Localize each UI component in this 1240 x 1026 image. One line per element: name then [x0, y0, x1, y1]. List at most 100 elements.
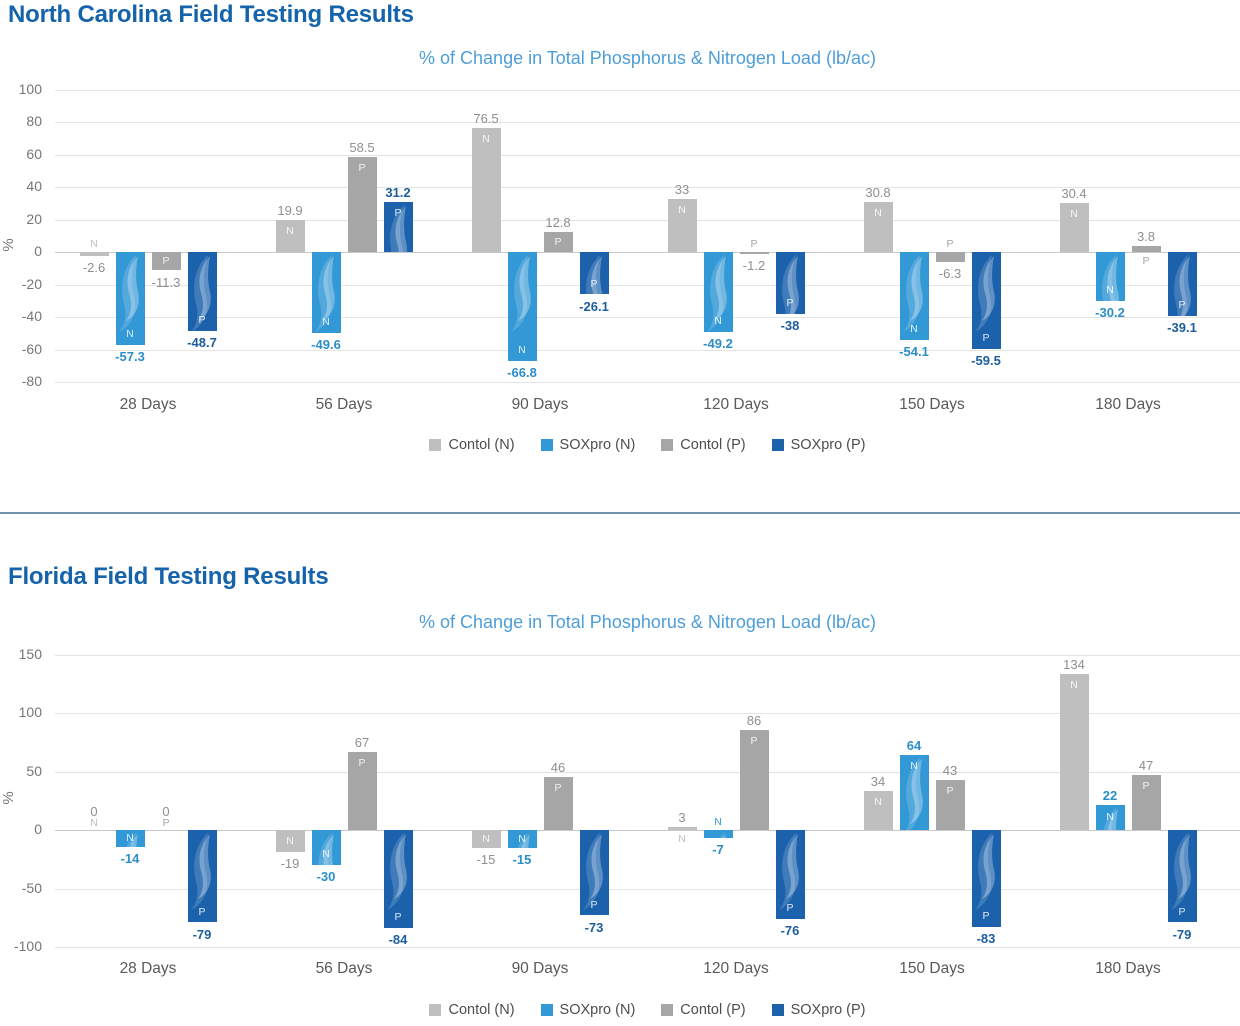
legend-label: SOXpro (P)	[790, 437, 866, 453]
soxpro-wave-icon	[718, 832, 726, 839]
bar-value-label: -30	[316, 869, 336, 885]
bar-value-label: 67	[354, 734, 370, 750]
y-tick-label: 0	[34, 821, 42, 838]
bar-letter-label: P	[1142, 255, 1150, 268]
bar	[703, 252, 733, 332]
category-label: 180 Days	[1095, 960, 1161, 977]
bar	[347, 157, 377, 253]
legend-swatch	[429, 1004, 442, 1016]
soxpro-wave-icon	[582, 832, 603, 911]
legend-label: Contol (N)	[448, 1002, 515, 1018]
bar	[311, 252, 341, 333]
category-label: 28 Days	[119, 396, 177, 413]
soxpro-wave-icon	[118, 254, 139, 333]
bar-letter-label: P	[750, 238, 758, 251]
bar	[1059, 673, 1089, 831]
y-tick-label: 40	[26, 178, 42, 195]
bar-value-label: -30.2	[1095, 305, 1125, 321]
soxpro-wave-icon	[974, 254, 995, 333]
bar-letter-label: N	[678, 203, 686, 216]
bar-value-label: 3	[678, 809, 686, 825]
bar	[703, 830, 733, 839]
legend-label: Contol (N)	[448, 437, 515, 453]
gridline	[55, 122, 1240, 124]
bar-value-label: -11.3	[151, 274, 181, 290]
bar-letter-label: P	[1142, 780, 1150, 793]
category-label: 180 Days	[1095, 396, 1161, 413]
bar-letter-label: P	[590, 277, 598, 290]
gridline	[55, 90, 1240, 91]
bar-value-label: -73	[584, 919, 604, 935]
bar-letter-label: P	[554, 781, 562, 794]
gridline	[55, 284, 1240, 286]
bar	[863, 202, 893, 253]
bar-value-label: 58.5	[349, 140, 375, 156]
y-tick-label: 0	[34, 243, 42, 260]
soxpro-wave-icon	[317, 832, 334, 866]
gridline	[55, 655, 1240, 656]
bar-value-label: -15	[512, 851, 532, 867]
chart-subtitle: % of Change in Total Phosphorus & Nitrog…	[419, 612, 876, 632]
bar	[187, 252, 217, 332]
y-axis-label: %	[0, 791, 17, 805]
soxpro-wave-icon	[314, 254, 335, 333]
legend-label: Contol (P)	[680, 1002, 746, 1018]
bar-value-label: 64	[906, 738, 922, 754]
bar-letter-label: P	[786, 296, 794, 309]
bar-value-label: 134	[1063, 656, 1085, 672]
bar-value-label: -83	[976, 931, 996, 947]
bar	[1095, 804, 1125, 831]
bar-letter-label: P	[162, 255, 170, 268]
gridline	[55, 888, 1240, 890]
soxpro-wave-icon	[191, 254, 211, 332]
bar-letter-label: P	[554, 235, 562, 248]
bar-letter-label: N	[482, 133, 490, 146]
bar	[187, 830, 217, 923]
bar-value-label: -79	[192, 926, 212, 942]
bar	[115, 252, 145, 346]
bar-letter-label: P	[750, 734, 758, 747]
y-tick-label: -50	[21, 879, 42, 896]
soxpro-wave-icon	[190, 832, 211, 911]
bar	[971, 830, 1001, 928]
soxpro-wave-icon	[781, 254, 799, 314]
legend-swatch	[771, 439, 784, 451]
bar	[1059, 202, 1089, 253]
bar-letter-label: N	[910, 760, 918, 773]
category-label: 120 Days	[703, 396, 769, 413]
gridline	[55, 830, 1240, 832]
y-tick-label: -20	[21, 275, 42, 292]
bar	[79, 252, 109, 257]
bar-value-label: 86	[746, 712, 762, 728]
soxpro-wave-icon	[1170, 832, 1191, 911]
bar	[471, 830, 501, 848]
bar-letter-label: N	[518, 343, 526, 356]
legend-swatch	[661, 1004, 674, 1016]
bar-letter-label: N	[286, 224, 294, 237]
legend-item: Contol (N)	[429, 437, 515, 453]
bar-letter-label: N	[518, 833, 526, 845]
bar	[935, 252, 965, 263]
legend-label: SOXpro (N)	[559, 1002, 636, 1018]
category-label: 28 Days	[119, 960, 177, 977]
bar-letter-label: P	[198, 905, 206, 918]
bar-letter-label: N	[286, 835, 294, 848]
bar-value-label: 19.9	[277, 202, 303, 218]
bar-letter-label: N	[1106, 811, 1114, 824]
bar-value-label: -7	[712, 842, 724, 858]
gridline	[55, 947, 1240, 948]
bar-value-label: 43	[942, 763, 958, 778]
legend-item: SOXpro (P)	[771, 1002, 866, 1018]
bar	[543, 231, 573, 253]
category-label: 56 Days	[315, 396, 373, 413]
y-tick-label: 80	[26, 113, 42, 130]
legend-item: Contol (P)	[661, 437, 746, 453]
bar-value-label: -2.6	[82, 260, 106, 276]
gridline	[55, 154, 1240, 156]
legend: Contol (N) SOXpro (N) Contol (P) SOXpro (P)	[55, 1002, 1240, 1018]
bar-value-label: -79	[1172, 926, 1192, 942]
bar	[347, 751, 377, 831]
legend-swatch	[661, 439, 674, 451]
y-tick-label: -80	[21, 373, 42, 389]
bar	[115, 830, 145, 847]
